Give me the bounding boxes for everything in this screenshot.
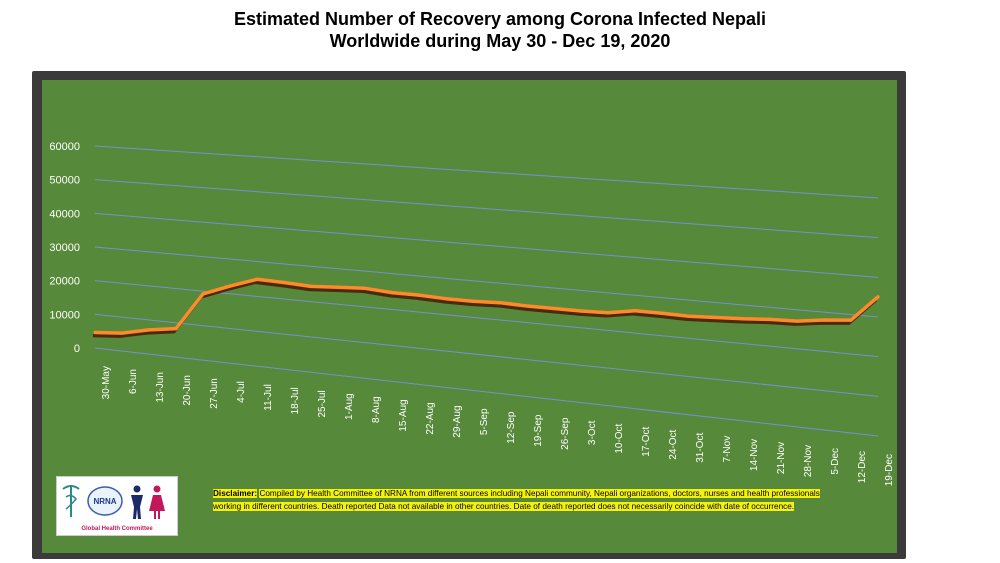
logo-caption: Global Health Committee [81,526,153,532]
x-tick-label: 3-Oct [587,420,598,445]
disclaimer-text: Compiled by Health Committee of NRNA fro… [213,489,820,511]
data-point [849,318,853,322]
x-tick-label: 19-Dec [884,454,895,486]
x-tick-label: 22-Aug [425,402,436,434]
x-tick-label: 1-Aug [344,393,355,420]
data-point [228,284,232,288]
data-point [795,319,799,323]
data-point [822,318,826,322]
y-tick-label: 60000 [49,141,80,153]
data-point [309,284,313,289]
data-point [687,314,691,318]
y-tick-label: 0 [74,343,80,355]
y-tick-label: 10000 [49,309,80,321]
caduceus-icon [62,485,80,517]
chart-title: Estimated Number of Recovery among Coron… [0,8,1000,52]
x-tick-label: 18-Jul [290,387,301,414]
data-point [768,317,772,321]
y-axis-ticks: 0 10000 20000 30000 40000 50000 60000 [49,141,80,355]
nrna-globe-icon: NRNA [87,486,123,516]
x-tick-label: 24-Oct [668,430,679,460]
x-tick-label: 6-Jun [128,369,139,394]
woman-icon [149,485,165,519]
data-point [336,285,340,289]
x-tick-label: 31-Oct [695,433,706,463]
x-tick-label: 17-Oct [641,426,652,456]
x-tick-label: 11-Jul [263,384,274,411]
chart-title-line2: Worldwide during May 30 - Dec 19, 2020 [329,31,671,51]
x-tick-label: 26-Sep [560,417,571,450]
x-axis-ticks: 30-May 6-Jun 13-Jun 20-Jun 27-Jun 4-Jul 11-Jul… [101,366,895,486]
y-tick-label: 40000 [49,208,80,220]
x-tick-label: 29-Aug [452,405,463,437]
series-recovered [92,277,880,338]
gridline [94,212,879,278]
x-tick-label: 30-May [101,366,112,399]
data-point [363,286,367,290]
data-point [714,315,718,320]
chart-title-line1: Estimated Number of Recovery among Coron… [233,9,767,29]
disclaimer-label: Disclaimer: [213,489,258,498]
gridline [94,347,879,437]
data-point [390,291,394,295]
x-tick-label: 7-Nov [722,436,733,463]
data-point [120,331,124,335]
logo-name: NRNA [93,497,116,506]
x-tick-label: 12-Dec [857,451,868,483]
data-point [579,309,583,313]
logo-graphic: NRNA [62,485,165,519]
gridline [94,145,879,199]
x-tick-label: 5-Sep [479,408,490,435]
x-tick-label: 19-Sep [533,414,544,447]
data-point [471,299,475,303]
x-tick-label: 21-Nov [776,442,787,474]
data-point [876,295,880,299]
x-tick-label: 20-Jun [182,375,193,406]
gridline [94,246,879,318]
y-tick-label: 30000 [49,242,80,254]
data-point [633,309,637,313]
data-point [282,280,286,285]
x-tick-label: 12-Sep [506,411,517,444]
data-point [255,277,259,281]
x-tick-label: 13-Jun [155,372,166,403]
data-point [525,304,529,308]
y-tick-label: 20000 [49,276,80,288]
series-line [94,277,880,335]
gridline [94,313,879,397]
data-point [147,328,151,332]
data-point [552,306,556,311]
x-tick-label: 10-Oct [614,423,625,453]
data-point [606,311,610,315]
x-tick-label: 27-Jun [209,378,220,409]
nrna-logo: NRNA Global Health Committee [56,476,178,536]
gridline [94,280,879,358]
x-tick-label: 15-Aug [398,399,409,431]
data-point [174,327,178,331]
series-shadow [92,280,878,338]
y-tick-label: 50000 [49,175,80,187]
x-tick-label: 5-Dec [830,448,841,475]
data-point [444,297,448,301]
data-point [741,317,745,321]
data-point [93,330,97,335]
x-tick-label: 8-Aug [371,396,382,423]
gridlines [94,145,879,437]
man-icon [131,485,143,519]
data-point [417,293,421,297]
x-tick-label: 25-Jul [317,390,328,417]
x-tick-label: 28-Nov [803,445,814,477]
data-point [201,292,205,296]
disclaimer: Disclaimer: Compiled by Health Committee… [213,488,823,513]
data-point [498,301,502,305]
x-tick-label: 14-Nov [749,439,760,471]
data-point [660,311,664,315]
gridline [94,179,879,239]
x-tick-label: 4-Jul [236,381,247,403]
